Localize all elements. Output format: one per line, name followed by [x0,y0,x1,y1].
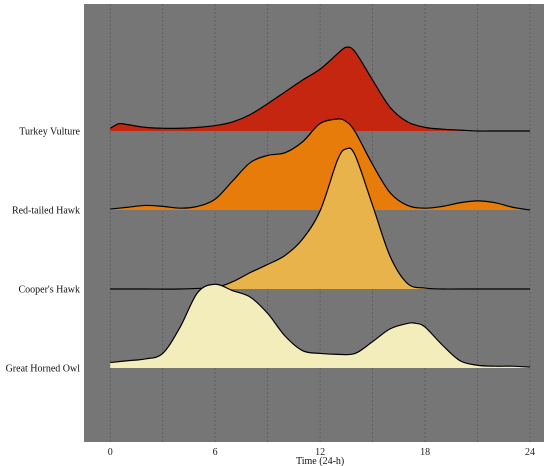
ridge-fill-red-tailed-hawk [110,118,531,210]
category-label: Cooper's Hawk [18,285,80,296]
ridges [109,46,531,368]
ridge-fill-cooper-s-hawk [110,148,531,290]
x-tick-label: 24 [525,447,535,458]
category-label: Red-tailed Hawk [12,206,80,217]
x-tick-label: 18 [420,447,430,458]
x-tick-label: 12 [315,447,325,458]
ridge-fill-turkey-vulture [110,47,531,132]
y-axis-category-labels: Turkey Vulture Red-tailed Hawk Cooper's Ha… [6,127,81,375]
ridge-line-turkey-vulture [109,46,531,132]
ridge-line-great-horned-owl [110,283,531,368]
x-axis-ticks: 0 6 12 18 24 [108,447,535,458]
x-tick-label: 6 [213,447,218,458]
x-axis-title: Time (24-h) [296,456,344,466]
ridge-fill-great-horned-owl [110,284,531,368]
category-label: Turkey Vulture [19,127,80,138]
ridge-line-red-tailed-hawk [110,118,531,211]
x-tick-label: 0 [108,447,113,458]
category-label: Great Horned Owl [6,364,81,375]
